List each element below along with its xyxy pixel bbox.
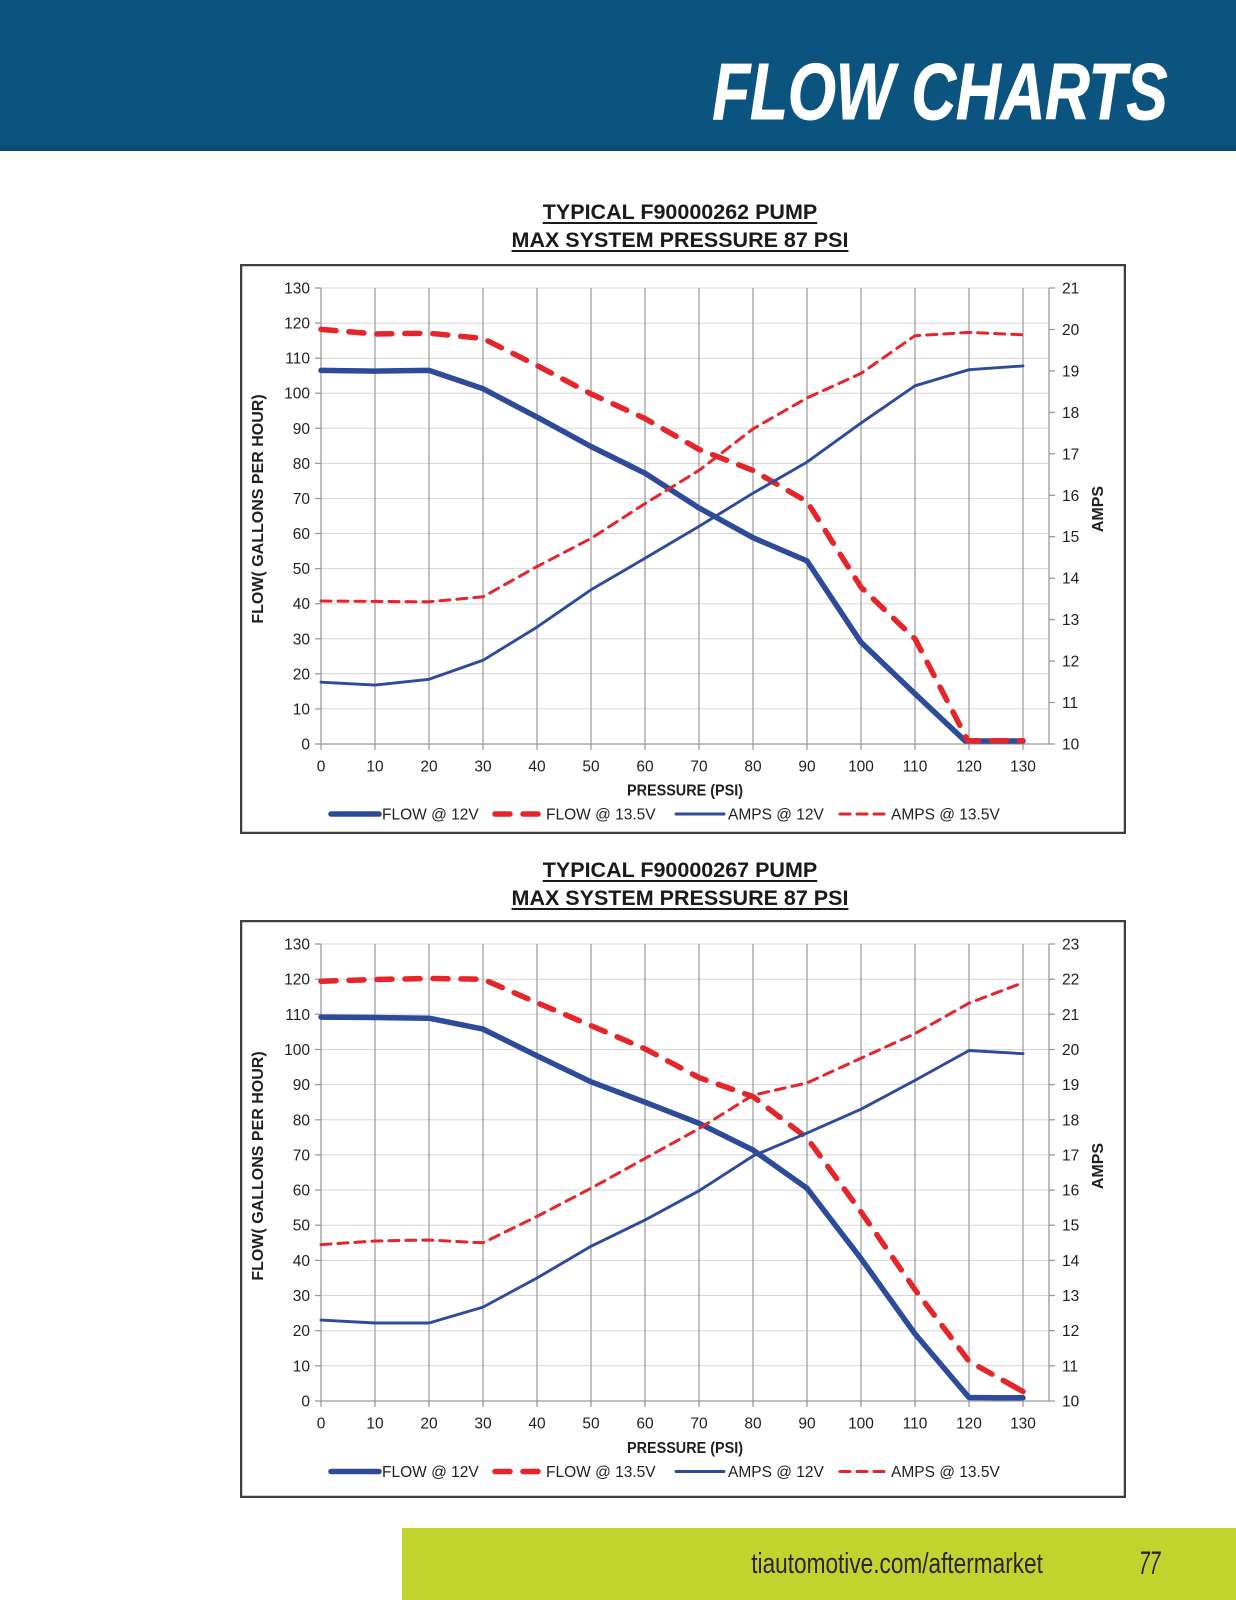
- svg-text:0: 0: [301, 1394, 310, 1411]
- svg-text:FLOW @ 12V: FLOW @ 12V: [382, 1464, 479, 1481]
- svg-text:12: 12: [1062, 654, 1079, 671]
- svg-text:100: 100: [848, 759, 874, 776]
- svg-text:50: 50: [582, 759, 600, 776]
- svg-text:20: 20: [420, 1416, 438, 1433]
- svg-text:80: 80: [744, 1416, 762, 1433]
- svg-text:40: 40: [293, 1253, 311, 1270]
- svg-text:90: 90: [293, 421, 311, 438]
- svg-text:60: 60: [636, 1416, 654, 1433]
- svg-text:130: 130: [1010, 759, 1036, 776]
- svg-text:100: 100: [284, 386, 310, 403]
- svg-text:30: 30: [293, 1288, 311, 1305]
- svg-text:17: 17: [1062, 446, 1079, 463]
- svg-text:60: 60: [293, 1183, 311, 1200]
- svg-text:10: 10: [293, 701, 311, 718]
- svg-text:17: 17: [1062, 1147, 1079, 1164]
- svg-text:110: 110: [903, 759, 928, 776]
- svg-text:40: 40: [528, 1416, 546, 1433]
- svg-text:50: 50: [293, 1218, 311, 1235]
- svg-text:21: 21: [1062, 1007, 1079, 1024]
- svg-text:70: 70: [293, 1147, 311, 1164]
- svg-text:130: 130: [284, 281, 310, 298]
- svg-text:70: 70: [690, 1416, 708, 1433]
- svg-text:16: 16: [1062, 1183, 1079, 1200]
- svg-text:60: 60: [636, 759, 654, 776]
- svg-text:FLOW @ 13.5V: FLOW @ 13.5V: [546, 807, 656, 824]
- svg-text:90: 90: [293, 1077, 311, 1094]
- svg-text:50: 50: [582, 1416, 600, 1433]
- svg-text:10: 10: [1062, 737, 1080, 754]
- svg-text:FLOW( GALLONS PER HOUR): FLOW( GALLONS PER HOUR): [250, 1051, 267, 1280]
- svg-text:20: 20: [293, 1323, 311, 1340]
- svg-text:PRESSURE (PSI): PRESSURE (PSI): [627, 1440, 743, 1457]
- svg-text:120: 120: [956, 1416, 982, 1433]
- svg-text:12: 12: [1062, 1323, 1079, 1340]
- svg-text:10: 10: [366, 1416, 384, 1433]
- svg-text:18: 18: [1062, 405, 1079, 422]
- svg-text:10: 10: [1062, 1394, 1080, 1411]
- svg-text:20: 20: [420, 759, 438, 776]
- svg-text:AMPS @ 12V: AMPS @ 12V: [728, 807, 825, 824]
- svg-text:19: 19: [1062, 363, 1079, 380]
- svg-text:14: 14: [1062, 571, 1080, 588]
- svg-text:AMPS: AMPS: [1090, 486, 1107, 533]
- svg-text:80: 80: [744, 759, 762, 776]
- svg-text:0: 0: [301, 737, 310, 754]
- svg-text:AMPS @ 13.5V: AMPS @ 13.5V: [891, 1464, 1000, 1481]
- svg-text:21: 21: [1062, 281, 1079, 298]
- svg-text:120: 120: [284, 316, 310, 333]
- svg-text:23: 23: [1062, 937, 1079, 954]
- svg-text:AMPS @ 13.5V: AMPS @ 13.5V: [891, 807, 1000, 824]
- svg-text:22: 22: [1062, 972, 1079, 989]
- svg-text:90: 90: [798, 759, 816, 776]
- svg-text:40: 40: [528, 759, 546, 776]
- svg-text:90: 90: [798, 1416, 816, 1433]
- svg-text:FLOW @ 12V: FLOW @ 12V: [382, 807, 479, 824]
- svg-text:AMPS: AMPS: [1090, 1143, 1107, 1190]
- svg-text:30: 30: [474, 759, 492, 776]
- svg-text:15: 15: [1062, 529, 1079, 546]
- svg-text:AMPS @ 12V: AMPS @ 12V: [728, 1464, 825, 1481]
- svg-text:40: 40: [293, 596, 311, 613]
- svg-text:20: 20: [1062, 1042, 1080, 1059]
- svg-text:110: 110: [903, 1416, 928, 1433]
- svg-text:120: 120: [956, 759, 982, 776]
- svg-text:14: 14: [1062, 1253, 1080, 1270]
- svg-text:15: 15: [1062, 1218, 1079, 1235]
- svg-text:30: 30: [474, 1416, 492, 1433]
- svg-text:30: 30: [293, 631, 311, 648]
- svg-text:50: 50: [293, 561, 311, 578]
- svg-text:0: 0: [317, 1416, 326, 1433]
- svg-text:FLOW @ 13.5V: FLOW @ 13.5V: [546, 1464, 656, 1481]
- svg-text:20: 20: [1062, 322, 1080, 339]
- svg-text:70: 70: [293, 491, 311, 508]
- svg-text:130: 130: [284, 937, 310, 954]
- svg-text:110: 110: [285, 351, 310, 368]
- svg-text:130: 130: [1010, 1416, 1036, 1433]
- svg-text:120: 120: [284, 972, 310, 989]
- svg-text:70: 70: [690, 759, 708, 776]
- svg-text:11: 11: [1062, 695, 1078, 712]
- svg-text:PRESSURE (PSI): PRESSURE (PSI): [627, 783, 743, 800]
- svg-text:80: 80: [293, 456, 311, 473]
- svg-text:FLOW( GALLONS PER HOUR): FLOW( GALLONS PER HOUR): [250, 394, 267, 623]
- svg-text:13: 13: [1062, 1288, 1079, 1305]
- svg-text:60: 60: [293, 526, 311, 543]
- svg-text:100: 100: [848, 1416, 874, 1433]
- svg-text:10: 10: [366, 759, 384, 776]
- svg-text:16: 16: [1062, 488, 1079, 505]
- svg-text:0: 0: [317, 759, 326, 776]
- svg-text:18: 18: [1062, 1112, 1079, 1129]
- svg-text:19: 19: [1062, 1077, 1079, 1094]
- svg-text:10: 10: [293, 1358, 311, 1375]
- svg-text:11: 11: [1062, 1358, 1078, 1375]
- svg-text:20: 20: [293, 666, 311, 683]
- svg-text:80: 80: [293, 1112, 311, 1129]
- svg-text:110: 110: [285, 1007, 310, 1024]
- svg-text:100: 100: [284, 1042, 310, 1059]
- svg-text:13: 13: [1062, 612, 1079, 629]
